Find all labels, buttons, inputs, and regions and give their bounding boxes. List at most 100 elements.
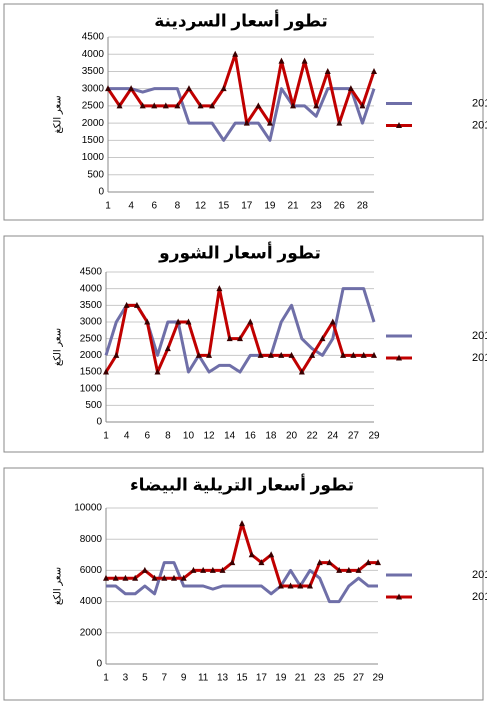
point-marker xyxy=(139,102,146,109)
y-tick-label: 1000 xyxy=(80,383,103,394)
x-tick-label: 14 xyxy=(224,431,236,442)
x-tick-label: 24 xyxy=(327,431,339,442)
x-tick-label: 3 xyxy=(123,673,129,684)
x-tick-label: 8 xyxy=(165,431,171,442)
x-tick-label: 1 xyxy=(103,673,109,684)
x-tick-label: 19 xyxy=(264,201,276,212)
y-tick-label: 2500 xyxy=(82,101,105,112)
point-marker xyxy=(359,102,366,109)
point-marker xyxy=(209,102,216,109)
x-tick-label: 21 xyxy=(295,673,307,684)
y-tick-label: 10000 xyxy=(74,503,102,514)
point-marker xyxy=(175,318,182,325)
point-marker xyxy=(324,67,331,74)
point-marker xyxy=(141,566,148,573)
point-marker xyxy=(220,85,227,92)
x-tick-label: 8 xyxy=(175,201,181,212)
point-marker xyxy=(319,335,326,342)
point-marker xyxy=(340,351,347,358)
y-axis-label: سعر الكغ xyxy=(53,328,64,366)
series-line xyxy=(108,87,376,142)
point-marker xyxy=(174,102,181,109)
point-marker xyxy=(371,351,377,358)
x-tick-label: 10 xyxy=(183,431,195,442)
point-marker xyxy=(239,520,245,527)
point-marker xyxy=(105,85,111,92)
y-tick-label: 1000 xyxy=(82,152,105,163)
x-tick-label: 27 xyxy=(353,673,365,684)
legend-label: السعر 2016 xyxy=(472,569,487,581)
point-marker xyxy=(297,582,304,589)
x-tick-label: 28 xyxy=(357,201,369,212)
point-marker xyxy=(267,351,274,358)
legend-label: السعر 2017 xyxy=(472,119,487,131)
y-axis-label: سعر الكغ xyxy=(53,95,64,133)
y-tick-label: 3000 xyxy=(80,317,103,328)
chart-title: تطور أسعار الشورو xyxy=(158,241,321,263)
x-tick-label: 23 xyxy=(311,201,323,212)
x-tick-label: 1 xyxy=(103,431,109,442)
point-marker xyxy=(266,119,273,126)
point-marker xyxy=(268,551,275,558)
point-marker xyxy=(355,566,362,573)
point-marker xyxy=(164,345,171,352)
y-tick-label: 8000 xyxy=(80,534,103,545)
panel xyxy=(3,235,484,453)
y-tick-label: 3000 xyxy=(82,83,105,94)
y-tick-label: 3500 xyxy=(82,66,105,77)
point-marker xyxy=(232,50,239,57)
point-marker xyxy=(371,67,377,74)
x-tick-label: 6 xyxy=(144,431,150,442)
y-tick-label: 2000 xyxy=(82,118,105,129)
point-marker xyxy=(226,335,233,342)
x-tick-label: 12 xyxy=(195,201,207,212)
x-tick-label: 21 xyxy=(287,201,299,212)
point-marker xyxy=(365,559,372,566)
point-marker xyxy=(237,335,243,342)
x-tick-label: 25 xyxy=(334,673,346,684)
point-marker xyxy=(195,351,202,358)
x-tick-label: 11 xyxy=(198,673,209,684)
point-marker xyxy=(128,85,135,92)
point-marker xyxy=(180,574,187,581)
y-tick-label: 0 xyxy=(98,187,104,198)
point-marker xyxy=(345,566,352,573)
x-tick-label: 20 xyxy=(286,431,298,442)
y-tick-label: 4500 xyxy=(80,267,103,278)
y-tick-label: 2500 xyxy=(80,333,103,344)
x-tick-label: 5 xyxy=(142,673,148,684)
point-marker xyxy=(200,566,207,573)
x-tick-label: 29 xyxy=(372,673,384,684)
point-marker xyxy=(277,582,284,589)
point-marker xyxy=(301,57,308,64)
y-tick-label: 4000 xyxy=(80,596,103,607)
x-tick-label: 13 xyxy=(217,673,229,684)
point-marker xyxy=(133,301,140,308)
point-marker xyxy=(360,351,367,358)
point-marker xyxy=(298,368,305,375)
y-tick-label: 4500 xyxy=(82,32,105,43)
y-tick-label: 3500 xyxy=(80,300,103,311)
x-tick-label: 16 xyxy=(245,431,257,442)
point-marker xyxy=(309,351,316,358)
point-marker xyxy=(112,574,119,581)
x-tick-label: 26 xyxy=(334,201,346,212)
y-tick-label: 6000 xyxy=(80,565,103,576)
point-marker xyxy=(209,566,216,573)
panel xyxy=(3,467,484,701)
point-marker xyxy=(116,102,123,109)
x-tick-label: 18 xyxy=(265,431,277,442)
x-tick-label: 6 xyxy=(151,201,157,212)
legend-marker xyxy=(396,593,402,600)
x-tick-label: 15 xyxy=(218,201,230,212)
x-tick-label: 15 xyxy=(236,673,248,684)
point-marker xyxy=(185,85,192,92)
point-marker xyxy=(171,574,177,581)
point-marker xyxy=(255,102,262,109)
y-tick-label: 1500 xyxy=(82,135,105,146)
point-marker xyxy=(103,368,109,375)
y-tick-label: 0 xyxy=(96,659,102,670)
x-tick-label: 23 xyxy=(314,673,326,684)
point-marker xyxy=(290,102,297,109)
